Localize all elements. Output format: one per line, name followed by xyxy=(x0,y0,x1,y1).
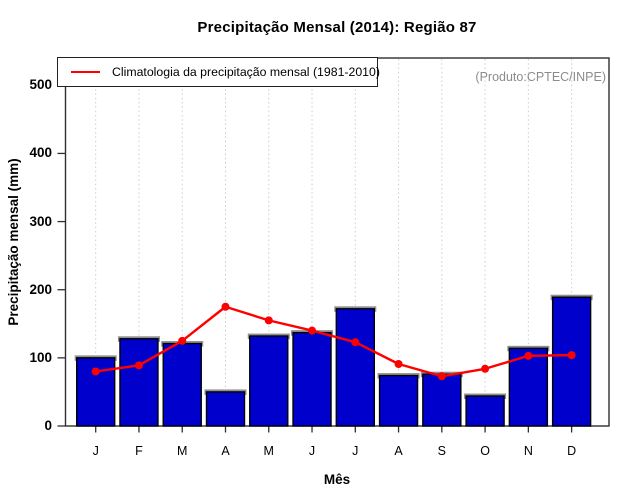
y-tick-label: 500 xyxy=(29,77,52,93)
x-tick-label: J xyxy=(92,444,99,458)
climatology-point xyxy=(308,326,317,335)
bar xyxy=(249,335,289,427)
climatology-point xyxy=(394,359,403,368)
bar xyxy=(508,347,549,427)
y-tick-label: 300 xyxy=(29,213,52,229)
x-tick-label: M xyxy=(263,444,274,458)
x-tick-label: N xyxy=(523,444,533,458)
climatology-point xyxy=(221,302,230,311)
bar xyxy=(465,395,505,427)
x-tick-label: S xyxy=(437,444,446,458)
climatology-point xyxy=(264,316,273,325)
climatology-point xyxy=(134,361,143,370)
y-axis-title: Precipitação mensal (mm) xyxy=(6,158,21,326)
bar xyxy=(119,338,159,427)
bar xyxy=(378,374,419,427)
x-tick-label: M xyxy=(177,444,188,458)
y-tick-label: 0 xyxy=(44,418,52,433)
y-tick-label: 200 xyxy=(29,281,52,297)
bar xyxy=(162,342,202,427)
x-tick-label: J xyxy=(308,444,316,458)
climatology-point xyxy=(481,364,490,373)
climatology-point xyxy=(351,338,360,347)
climatology-point xyxy=(178,336,187,345)
climatology-point xyxy=(567,351,576,360)
climatology-point xyxy=(524,351,533,360)
climatology-line xyxy=(94,305,573,378)
bar xyxy=(335,308,375,427)
legend-label: Climatologia da precipitação mensal (198… xyxy=(112,65,380,79)
x-tick-label: A xyxy=(394,444,403,458)
climatology-point xyxy=(437,372,446,381)
bar xyxy=(205,391,246,427)
x-tick-label: J xyxy=(352,444,359,458)
climatology-point xyxy=(91,367,100,376)
x-axis-title: Mês xyxy=(323,472,351,487)
bar xyxy=(551,296,592,427)
bar xyxy=(292,331,332,427)
source-annotation: (Produto:CPTEC/INPE) xyxy=(475,70,606,84)
legend-line-sample xyxy=(71,70,100,74)
x-tick-label: O xyxy=(480,444,490,458)
y-tick-label: 100 xyxy=(29,349,52,365)
x-tick-label: F xyxy=(135,444,143,458)
x-tick-label: D xyxy=(567,444,577,458)
y-tick-label: 400 xyxy=(29,145,52,161)
chart-title: Precipitação Mensal (2014): Região 87 xyxy=(197,19,477,36)
x-tick-label: A xyxy=(221,444,230,458)
bar xyxy=(422,373,462,427)
legend-box: Climatologia da precipitação mensal (198… xyxy=(57,57,380,87)
